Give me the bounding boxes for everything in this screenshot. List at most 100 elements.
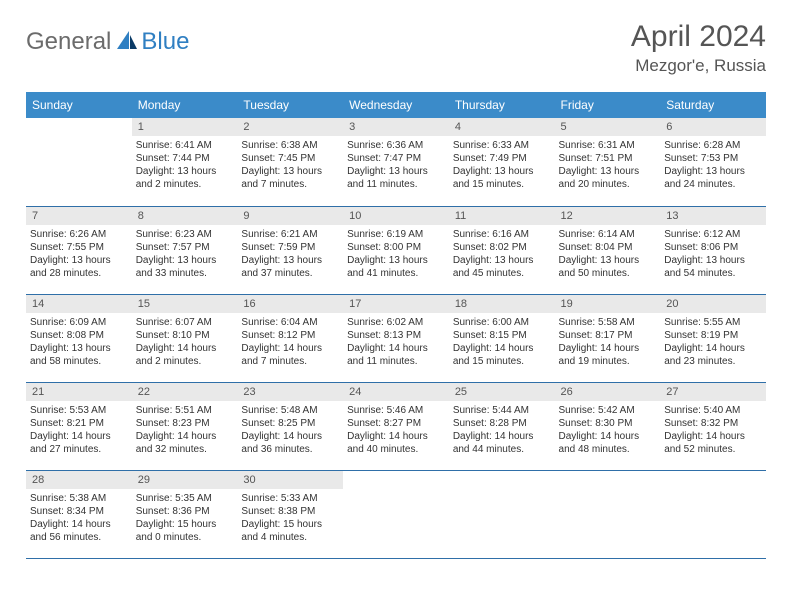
day-details: Sunrise: 6:31 AMSunset: 7:51 PMDaylight:…	[555, 136, 661, 195]
day-details: Sunrise: 6:41 AMSunset: 7:44 PMDaylight:…	[132, 136, 238, 195]
calendar-cell: 26Sunrise: 5:42 AMSunset: 8:30 PMDayligh…	[555, 382, 661, 470]
logo-sail-icon	[115, 29, 139, 56]
day-number: 28	[26, 471, 132, 489]
day-details: Sunrise: 5:53 AMSunset: 8:21 PMDaylight:…	[26, 401, 132, 460]
day-details: Sunrise: 5:48 AMSunset: 8:25 PMDaylight:…	[237, 401, 343, 460]
calendar-cell	[660, 470, 766, 558]
weekday-header: Friday	[555, 92, 661, 118]
day-details: Sunrise: 6:23 AMSunset: 7:57 PMDaylight:…	[132, 225, 238, 284]
day-details: Sunrise: 6:38 AMSunset: 7:45 PMDaylight:…	[237, 136, 343, 195]
day-number: 30	[237, 471, 343, 489]
day-details: Sunrise: 5:33 AMSunset: 8:38 PMDaylight:…	[237, 489, 343, 548]
day-details: Sunrise: 6:04 AMSunset: 8:12 PMDaylight:…	[237, 313, 343, 372]
day-number: 16	[237, 295, 343, 313]
day-number: 27	[660, 383, 766, 401]
day-details: Sunrise: 5:58 AMSunset: 8:17 PMDaylight:…	[555, 313, 661, 372]
day-number: 5	[555, 118, 661, 136]
day-details: Sunrise: 6:33 AMSunset: 7:49 PMDaylight:…	[449, 136, 555, 195]
day-details: Sunrise: 6:36 AMSunset: 7:47 PMDaylight:…	[343, 136, 449, 195]
day-number: 13	[660, 207, 766, 225]
calendar-cell: 1Sunrise: 6:41 AMSunset: 7:44 PMDaylight…	[132, 118, 238, 206]
day-number: 23	[237, 383, 343, 401]
calendar-cell: 13Sunrise: 6:12 AMSunset: 8:06 PMDayligh…	[660, 206, 766, 294]
calendar-table: SundayMondayTuesdayWednesdayThursdayFrid…	[26, 92, 766, 559]
weekday-header: Monday	[132, 92, 238, 118]
calendar-cell: 25Sunrise: 5:44 AMSunset: 8:28 PMDayligh…	[449, 382, 555, 470]
calendar-cell: 22Sunrise: 5:51 AMSunset: 8:23 PMDayligh…	[132, 382, 238, 470]
weekday-header: Saturday	[660, 92, 766, 118]
calendar-cell: 7Sunrise: 6:26 AMSunset: 7:55 PMDaylight…	[26, 206, 132, 294]
calendar-cell: 19Sunrise: 5:58 AMSunset: 8:17 PMDayligh…	[555, 294, 661, 382]
calendar-cell: 28Sunrise: 5:38 AMSunset: 8:34 PMDayligh…	[26, 470, 132, 558]
calendar-cell: 17Sunrise: 6:02 AMSunset: 8:13 PMDayligh…	[343, 294, 449, 382]
calendar-cell	[555, 470, 661, 558]
page-header: General Blue April 2024 Mezgor'e, Russia	[26, 20, 766, 76]
calendar-cell: 14Sunrise: 6:09 AMSunset: 8:08 PMDayligh…	[26, 294, 132, 382]
day-number: 26	[555, 383, 661, 401]
day-details: Sunrise: 6:26 AMSunset: 7:55 PMDaylight:…	[26, 225, 132, 284]
day-number: 24	[343, 383, 449, 401]
calendar-cell: 11Sunrise: 6:16 AMSunset: 8:02 PMDayligh…	[449, 206, 555, 294]
day-details: Sunrise: 6:16 AMSunset: 8:02 PMDaylight:…	[449, 225, 555, 284]
day-details: Sunrise: 5:55 AMSunset: 8:19 PMDaylight:…	[660, 313, 766, 372]
day-details: Sunrise: 5:42 AMSunset: 8:30 PMDaylight:…	[555, 401, 661, 460]
weekday-header: Thursday	[449, 92, 555, 118]
logo-text-general: General	[26, 28, 111, 56]
day-number: 11	[449, 207, 555, 225]
day-details: Sunrise: 6:19 AMSunset: 8:00 PMDaylight:…	[343, 225, 449, 284]
day-details: Sunrise: 6:07 AMSunset: 8:10 PMDaylight:…	[132, 313, 238, 372]
calendar-row: 14Sunrise: 6:09 AMSunset: 8:08 PMDayligh…	[26, 294, 766, 382]
day-number: 22	[132, 383, 238, 401]
calendar-cell: 30Sunrise: 5:33 AMSunset: 8:38 PMDayligh…	[237, 470, 343, 558]
day-details: Sunrise: 6:09 AMSunset: 8:08 PMDaylight:…	[26, 313, 132, 372]
day-number: 2	[237, 118, 343, 136]
day-details: Sunrise: 6:12 AMSunset: 8:06 PMDaylight:…	[660, 225, 766, 284]
day-number: 20	[660, 295, 766, 313]
calendar-cell: 12Sunrise: 6:14 AMSunset: 8:04 PMDayligh…	[555, 206, 661, 294]
day-number: 6	[660, 118, 766, 136]
calendar-cell: 27Sunrise: 5:40 AMSunset: 8:32 PMDayligh…	[660, 382, 766, 470]
calendar-cell: 24Sunrise: 5:46 AMSunset: 8:27 PMDayligh…	[343, 382, 449, 470]
calendar-row: 1Sunrise: 6:41 AMSunset: 7:44 PMDaylight…	[26, 118, 766, 206]
calendar-row: 21Sunrise: 5:53 AMSunset: 8:21 PMDayligh…	[26, 382, 766, 470]
day-details: Sunrise: 5:40 AMSunset: 8:32 PMDaylight:…	[660, 401, 766, 460]
month-title: April 2024	[631, 20, 766, 54]
calendar-cell: 4Sunrise: 6:33 AMSunset: 7:49 PMDaylight…	[449, 118, 555, 206]
day-details: Sunrise: 6:28 AMSunset: 7:53 PMDaylight:…	[660, 136, 766, 195]
logo: General Blue	[26, 28, 189, 56]
calendar-cell: 5Sunrise: 6:31 AMSunset: 7:51 PMDaylight…	[555, 118, 661, 206]
calendar-cell	[343, 470, 449, 558]
weekday-header: Tuesday	[237, 92, 343, 118]
day-details: Sunrise: 6:00 AMSunset: 8:15 PMDaylight:…	[449, 313, 555, 372]
day-details: Sunrise: 5:38 AMSunset: 8:34 PMDaylight:…	[26, 489, 132, 548]
calendar-cell: 15Sunrise: 6:07 AMSunset: 8:10 PMDayligh…	[132, 294, 238, 382]
day-number: 9	[237, 207, 343, 225]
weekday-header: Sunday	[26, 92, 132, 118]
calendar-body: 1Sunrise: 6:41 AMSunset: 7:44 PMDaylight…	[26, 118, 766, 558]
day-number: 4	[449, 118, 555, 136]
day-number: 14	[26, 295, 132, 313]
title-block: April 2024 Mezgor'e, Russia	[631, 20, 766, 76]
day-number: 15	[132, 295, 238, 313]
day-number: 12	[555, 207, 661, 225]
day-details: Sunrise: 6:02 AMSunset: 8:13 PMDaylight:…	[343, 313, 449, 372]
calendar-cell: 20Sunrise: 5:55 AMSunset: 8:19 PMDayligh…	[660, 294, 766, 382]
calendar-cell: 3Sunrise: 6:36 AMSunset: 7:47 PMDaylight…	[343, 118, 449, 206]
day-details: Sunrise: 5:35 AMSunset: 8:36 PMDaylight:…	[132, 489, 238, 548]
location: Mezgor'e, Russia	[631, 56, 766, 76]
calendar-cell	[449, 470, 555, 558]
calendar-cell: 21Sunrise: 5:53 AMSunset: 8:21 PMDayligh…	[26, 382, 132, 470]
calendar-row: 28Sunrise: 5:38 AMSunset: 8:34 PMDayligh…	[26, 470, 766, 558]
day-details: Sunrise: 6:14 AMSunset: 8:04 PMDaylight:…	[555, 225, 661, 284]
calendar-cell	[26, 118, 132, 206]
day-details: Sunrise: 5:51 AMSunset: 8:23 PMDaylight:…	[132, 401, 238, 460]
day-number: 25	[449, 383, 555, 401]
day-number: 19	[555, 295, 661, 313]
day-number: 8	[132, 207, 238, 225]
day-number: 10	[343, 207, 449, 225]
calendar-cell: 8Sunrise: 6:23 AMSunset: 7:57 PMDaylight…	[132, 206, 238, 294]
calendar-cell: 18Sunrise: 6:00 AMSunset: 8:15 PMDayligh…	[449, 294, 555, 382]
day-details: Sunrise: 5:44 AMSunset: 8:28 PMDaylight:…	[449, 401, 555, 460]
calendar-row: 7Sunrise: 6:26 AMSunset: 7:55 PMDaylight…	[26, 206, 766, 294]
calendar-cell: 29Sunrise: 5:35 AMSunset: 8:36 PMDayligh…	[132, 470, 238, 558]
